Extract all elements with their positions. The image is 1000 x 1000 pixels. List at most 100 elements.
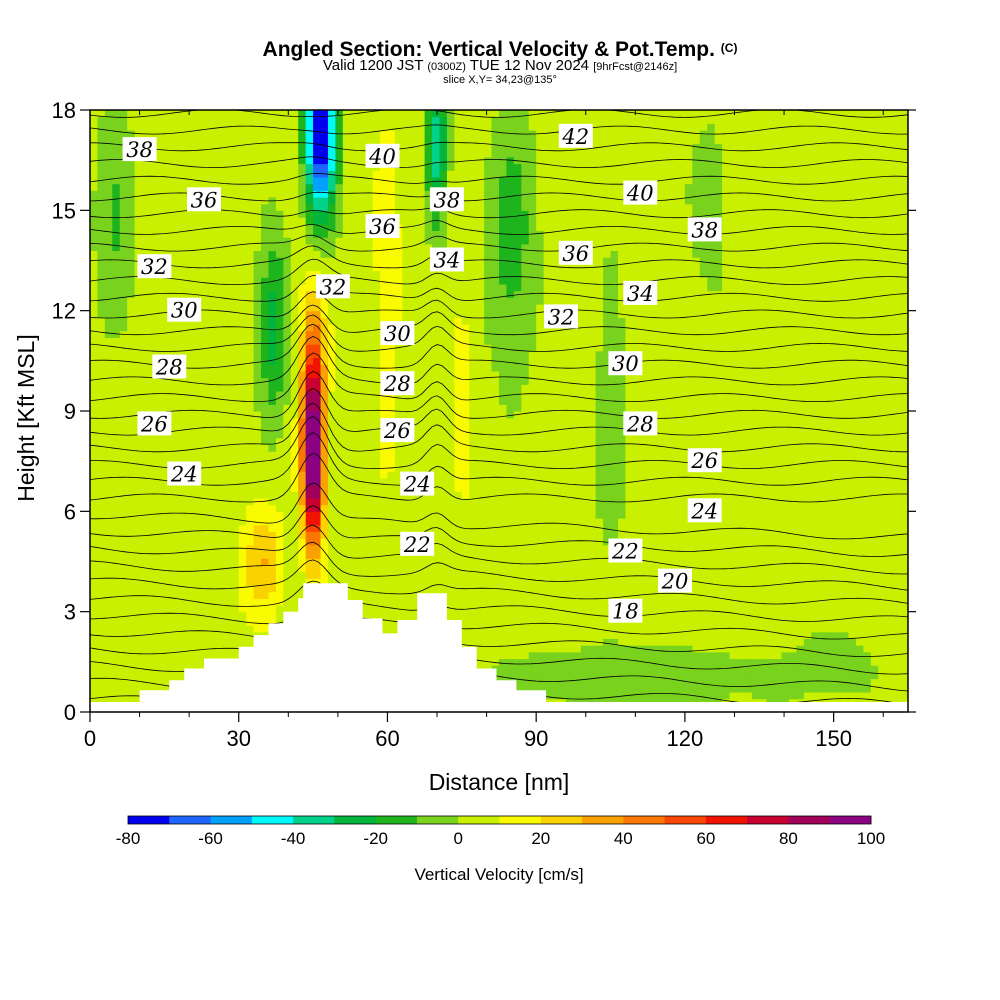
velocity-cell <box>238 170 247 178</box>
velocity-cell <box>320 524 329 532</box>
velocity-cell <box>194 618 203 626</box>
velocity-cell <box>156 504 165 512</box>
velocity-cell <box>194 658 203 666</box>
velocity-cell <box>313 564 322 573</box>
velocity-cell <box>417 263 426 272</box>
velocity-cell <box>454 156 463 165</box>
velocity-cell <box>417 190 426 198</box>
velocity-cell <box>275 217 284 225</box>
velocity-cell <box>142 397 151 405</box>
velocity-cell <box>186 357 195 365</box>
velocity-cell <box>394 578 403 586</box>
velocity-cell <box>201 598 210 606</box>
velocity-cell <box>446 497 455 506</box>
velocity-cell <box>223 364 232 372</box>
velocity-cell <box>394 544 403 553</box>
velocity-cell <box>439 324 448 332</box>
velocity-cell <box>484 518 493 526</box>
velocity-cell <box>134 116 143 124</box>
velocity-cell <box>268 377 277 385</box>
velocity-cell <box>186 424 195 432</box>
velocity-cell <box>320 243 329 252</box>
velocity-cell <box>357 170 366 178</box>
velocity-cell <box>476 658 485 666</box>
velocity-cell <box>327 390 336 399</box>
velocity-cell <box>439 431 448 439</box>
velocity-cell <box>149 584 158 593</box>
velocity-cell <box>268 397 277 405</box>
velocity-cell <box>424 564 433 573</box>
velocity-cell <box>335 531 344 539</box>
velocity-cell <box>283 551 292 559</box>
velocity-cell <box>417 110 426 118</box>
velocity-cell <box>171 584 180 593</box>
velocity-cell <box>357 344 366 352</box>
velocity-cell <box>305 310 314 318</box>
velocity-cell <box>439 584 448 593</box>
velocity-cell <box>156 544 165 553</box>
velocity-cell <box>320 150 329 158</box>
velocity-cell <box>283 250 292 258</box>
velocity-cell <box>156 183 165 191</box>
velocity-cell <box>268 538 277 546</box>
velocity-cell <box>461 270 470 278</box>
velocity-cell <box>104 143 113 151</box>
velocity-cell <box>283 424 292 432</box>
velocity-cell <box>253 464 262 472</box>
velocity-cell <box>194 645 203 653</box>
velocity-cell <box>290 484 299 492</box>
velocity-cell <box>179 176 188 185</box>
velocity-cell <box>97 324 106 332</box>
velocity-cell <box>127 571 136 579</box>
velocity-cell <box>134 477 143 486</box>
velocity-cell <box>283 404 292 412</box>
velocity-cell <box>104 484 113 492</box>
velocity-cell <box>313 384 322 392</box>
velocity-cell <box>201 303 210 312</box>
velocity-cell <box>417 451 426 459</box>
velocity-cell <box>134 658 143 666</box>
velocity-cell <box>283 303 292 312</box>
velocity-cell <box>357 130 366 138</box>
velocity-cell <box>305 277 314 285</box>
velocity-cell <box>298 150 307 158</box>
velocity-cell <box>194 223 203 231</box>
velocity-cell <box>253 130 262 138</box>
velocity-cell <box>409 584 418 593</box>
velocity-cell <box>372 591 381 599</box>
velocity-cell <box>394 511 403 519</box>
velocity-cell <box>387 471 396 479</box>
velocity-cell <box>469 618 478 626</box>
velocity-cell <box>179 230 188 238</box>
velocity-cell <box>149 678 158 686</box>
velocity-cell <box>112 223 121 231</box>
velocity-cell <box>365 110 374 118</box>
velocity-cell <box>194 156 203 165</box>
velocity-cell <box>194 324 203 332</box>
velocity-cell <box>97 303 106 312</box>
velocity-cell <box>186 283 195 292</box>
velocity-cell <box>454 538 463 546</box>
velocity-cell <box>409 397 418 405</box>
velocity-cell <box>476 544 485 553</box>
velocity-cell <box>201 618 210 626</box>
velocity-cell <box>365 471 374 479</box>
velocity-cell <box>90 344 99 352</box>
velocity-cell <box>112 598 121 606</box>
velocity-cell <box>469 598 478 606</box>
velocity-cell <box>208 578 218 586</box>
velocity-cell <box>246 183 255 191</box>
velocity-cell <box>253 591 262 599</box>
velocity-cell <box>142 611 151 619</box>
velocity-cell <box>454 504 463 512</box>
velocity-cell <box>90 136 99 145</box>
velocity-cell <box>461 317 470 325</box>
velocity-cell <box>208 297 218 305</box>
velocity-cell <box>127 518 136 526</box>
velocity-cell <box>365 444 374 452</box>
velocity-cell <box>201 116 210 124</box>
velocity-cell <box>134 437 143 446</box>
velocity-cell <box>231 411 240 419</box>
velocity-cell <box>261 538 270 546</box>
velocity-cell <box>342 156 351 165</box>
